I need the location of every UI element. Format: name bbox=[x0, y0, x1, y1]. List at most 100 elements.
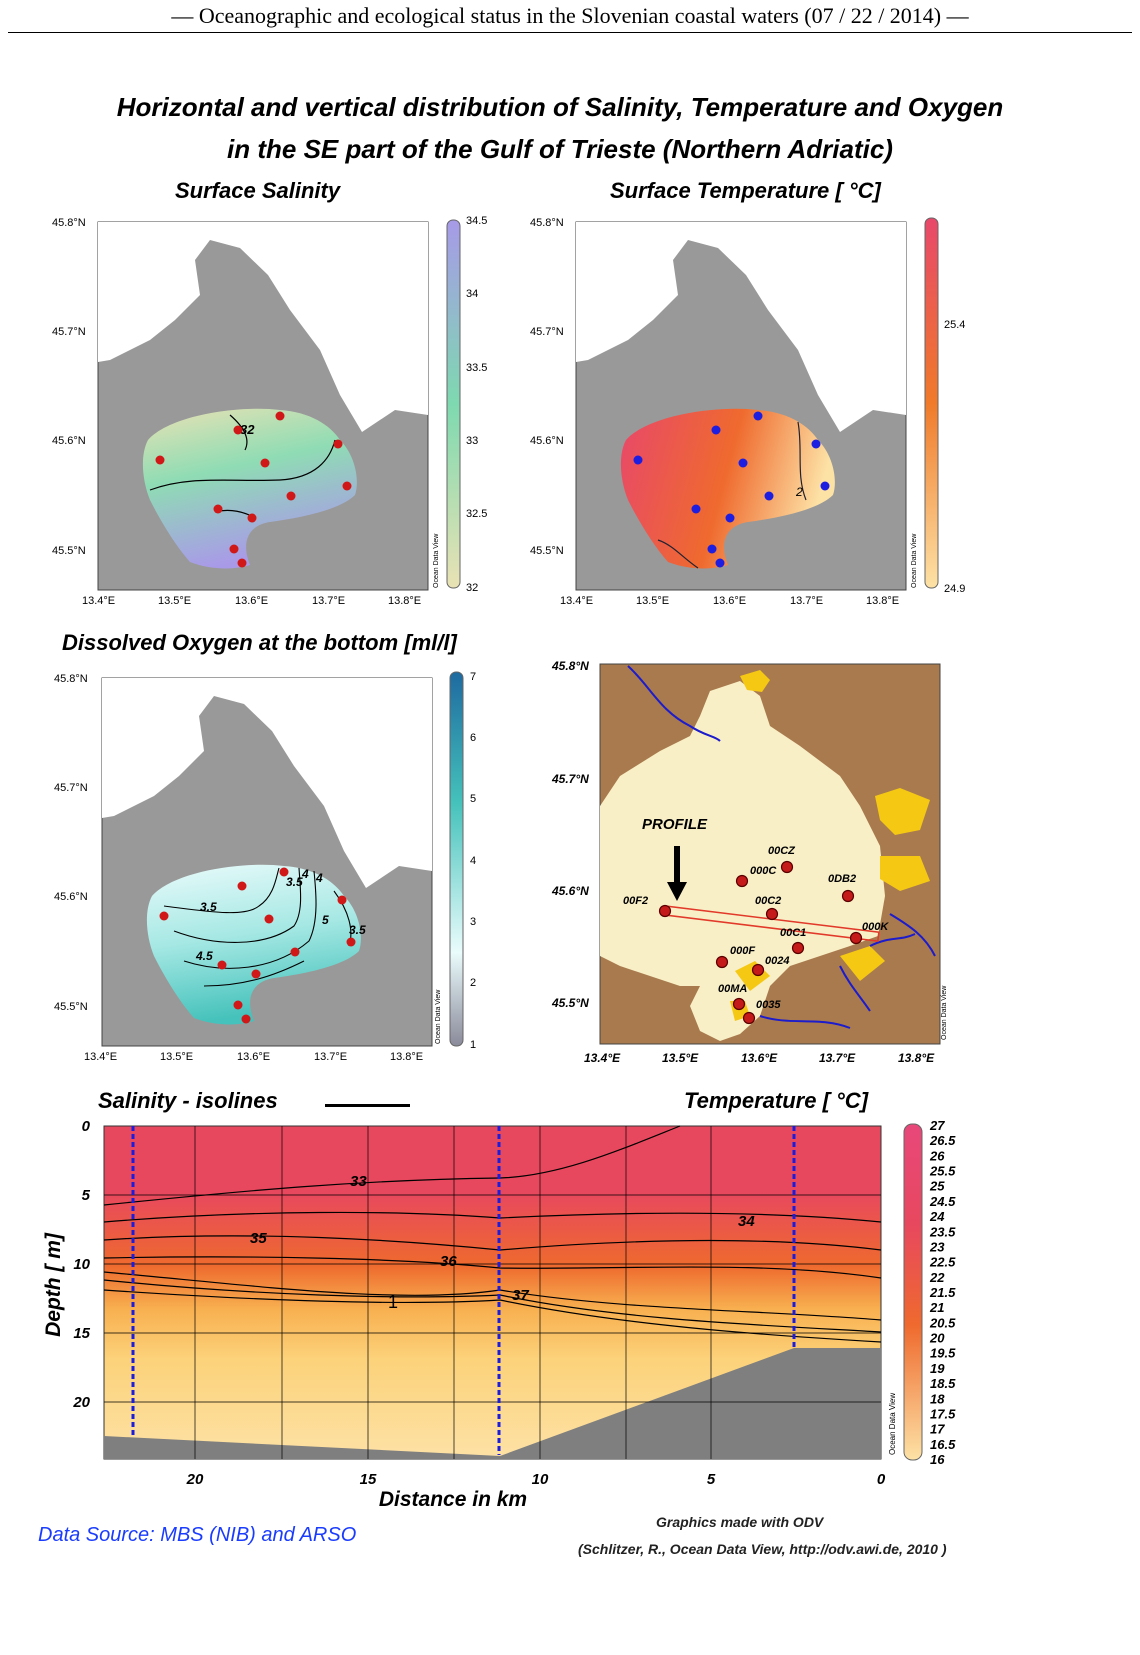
oxygen-isoline bbox=[183, 870, 317, 969]
salinity-map: 32 45.8°N 45.7°N 45.6°N 45.5°N 13.4°E 13… bbox=[52, 215, 487, 607]
station-dot bbox=[820, 481, 830, 491]
station-marker bbox=[742, 1011, 756, 1025]
colorbar-label: 18.5 bbox=[930, 1376, 956, 1391]
colorbar-label: 24 bbox=[929, 1209, 945, 1224]
lat-label: 45.7°N bbox=[551, 772, 589, 786]
lon-label: 13.7°E bbox=[790, 595, 823, 607]
y-tick: 5 bbox=[82, 1187, 91, 1204]
lat-label: 45.5°N bbox=[54, 1001, 88, 1013]
lat-label: 45.8°N bbox=[54, 673, 88, 685]
oxygen-map: 3.5 4 4 3.5 5 3.5 4.5 45.8°N 45.7°N 45.6… bbox=[54, 671, 476, 1063]
colorbar-label: 33.5 bbox=[466, 362, 487, 374]
station-labels: 00CZ 000C 0DB2 00F2 00C2 000K 00C1 000F … bbox=[623, 845, 889, 1011]
rivers bbox=[627, 665, 936, 1029]
station-dot bbox=[337, 895, 347, 905]
odv-watermark: Ocean Data View bbox=[911, 533, 918, 588]
temperature-colorbar bbox=[924, 217, 939, 589]
station-label: 00F2 bbox=[623, 895, 648, 907]
x-tick: 20 bbox=[186, 1471, 204, 1488]
station-dot bbox=[342, 481, 352, 491]
river bbox=[759, 1015, 851, 1029]
lon-label: 13.4°E bbox=[584, 1051, 621, 1065]
figure-title-line2: in the SE part of the Gulf of Trieste (N… bbox=[227, 134, 893, 164]
lon-label: 13.8°E bbox=[866, 595, 899, 607]
station-dot bbox=[715, 558, 725, 568]
colorbar-label: 19 bbox=[930, 1361, 945, 1376]
station-dot bbox=[764, 491, 774, 501]
temperature-map: 2 45.8°N 45.7°N 45.6°N 45.5°N 13.4°E 13.… bbox=[530, 217, 965, 607]
station-dot bbox=[213, 504, 223, 514]
section-yticks: 0 5 10 15 20 bbox=[72, 1118, 90, 1411]
river bbox=[627, 665, 721, 742]
colorbar-label: 25.5 bbox=[929, 1164, 956, 1179]
data-source: Data Source: MBS (NIB) and ARSO bbox=[38, 1524, 357, 1546]
station-dot bbox=[725, 513, 735, 523]
colorbar-label: 24.9 bbox=[944, 583, 965, 595]
station-dot bbox=[333, 439, 343, 449]
oxygen-isoline-label: 4 bbox=[301, 867, 309, 881]
station-marker bbox=[715, 955, 729, 969]
y-tick: 20 bbox=[72, 1394, 90, 1411]
colorbar-label: 33 bbox=[466, 435, 478, 447]
section-colorbar bbox=[903, 1123, 923, 1461]
lon-label: 13.4°E bbox=[560, 595, 593, 607]
urban-area bbox=[840, 946, 885, 981]
urban-area bbox=[880, 856, 930, 891]
temperature-field bbox=[620, 408, 835, 569]
stations-lon-labels: 13.4°E 13.5°E 13.6°E 13.7°E 13.8°E bbox=[584, 1051, 935, 1065]
colorbar-label: 22 bbox=[929, 1270, 945, 1285]
station-label: 000F bbox=[730, 945, 755, 957]
oxygen-map-title: Dissolved Oxygen at the bottom [ml/l] bbox=[62, 630, 457, 655]
station-marker bbox=[765, 907, 779, 921]
colorbar-label: 21.5 bbox=[929, 1285, 956, 1300]
station-dot bbox=[229, 544, 239, 554]
section-isoline bbox=[103, 1125, 681, 1206]
station-dot bbox=[811, 439, 821, 449]
station-label: 00CZ bbox=[768, 845, 796, 857]
lat-label: 45.5°N bbox=[551, 996, 589, 1010]
section-xlabel: Distance in km bbox=[379, 1488, 527, 1511]
station-marker bbox=[658, 904, 672, 918]
station-label: 0DB2 bbox=[828, 873, 856, 885]
station-marker bbox=[732, 997, 746, 1011]
colorbar-label: 17.5 bbox=[930, 1406, 956, 1421]
oxygen-isoline-label: 4 bbox=[315, 871, 323, 885]
station-dot bbox=[264, 914, 274, 924]
salinity-field bbox=[142, 408, 357, 569]
temperature-map-title: Surface Temperature [ °C] bbox=[610, 178, 881, 203]
station-label: 000C bbox=[750, 865, 777, 877]
oxygen-isoline-label: 4.5 bbox=[195, 949, 213, 963]
lat-label: 45.6°N bbox=[530, 435, 564, 447]
salinity-isoline bbox=[149, 439, 336, 491]
odv-watermark: Ocean Data View bbox=[433, 533, 440, 588]
station-label: 00MA bbox=[718, 983, 747, 995]
section-ylabel: Depth [ m] bbox=[42, 1232, 65, 1337]
section-isoline bbox=[103, 1289, 882, 1343]
odv-watermark: Ocean Data View bbox=[941, 985, 948, 1040]
station-dot bbox=[753, 411, 763, 421]
lat-label: 45.6°N bbox=[52, 435, 86, 447]
oxygen-stations bbox=[159, 867, 356, 1024]
y-tick: 0 bbox=[82, 1118, 91, 1135]
section-temperature-title: Temperature [ °C] bbox=[684, 1088, 869, 1113]
stations-sea bbox=[600, 681, 885, 1041]
lat-label: 45.5°N bbox=[52, 545, 86, 557]
colorbar-label: 19.5 bbox=[930, 1346, 956, 1361]
temperature-stations bbox=[633, 411, 830, 568]
stations-markers bbox=[658, 860, 863, 1025]
colorbar-label: 4 bbox=[470, 855, 476, 867]
odv-credit: Graphics made with ODV bbox=[656, 1514, 824, 1530]
station-dot bbox=[237, 558, 247, 568]
salinity-stations bbox=[155, 411, 352, 568]
salinity-map-title: Surface Salinity bbox=[175, 178, 341, 203]
lon-label: 13.5°E bbox=[160, 1051, 193, 1063]
urban-area bbox=[740, 670, 770, 692]
station-dot bbox=[275, 411, 285, 421]
lon-label: 13.8°E bbox=[388, 595, 421, 607]
salinity-sea-white bbox=[98, 222, 428, 432]
page-header: — Oceanographic and ecological status in… bbox=[171, 3, 969, 28]
section-isoline-label: 34 bbox=[738, 1213, 755, 1230]
station-dot bbox=[707, 544, 717, 554]
lat-label: 45.7°N bbox=[530, 326, 564, 338]
station-dot bbox=[279, 867, 289, 877]
